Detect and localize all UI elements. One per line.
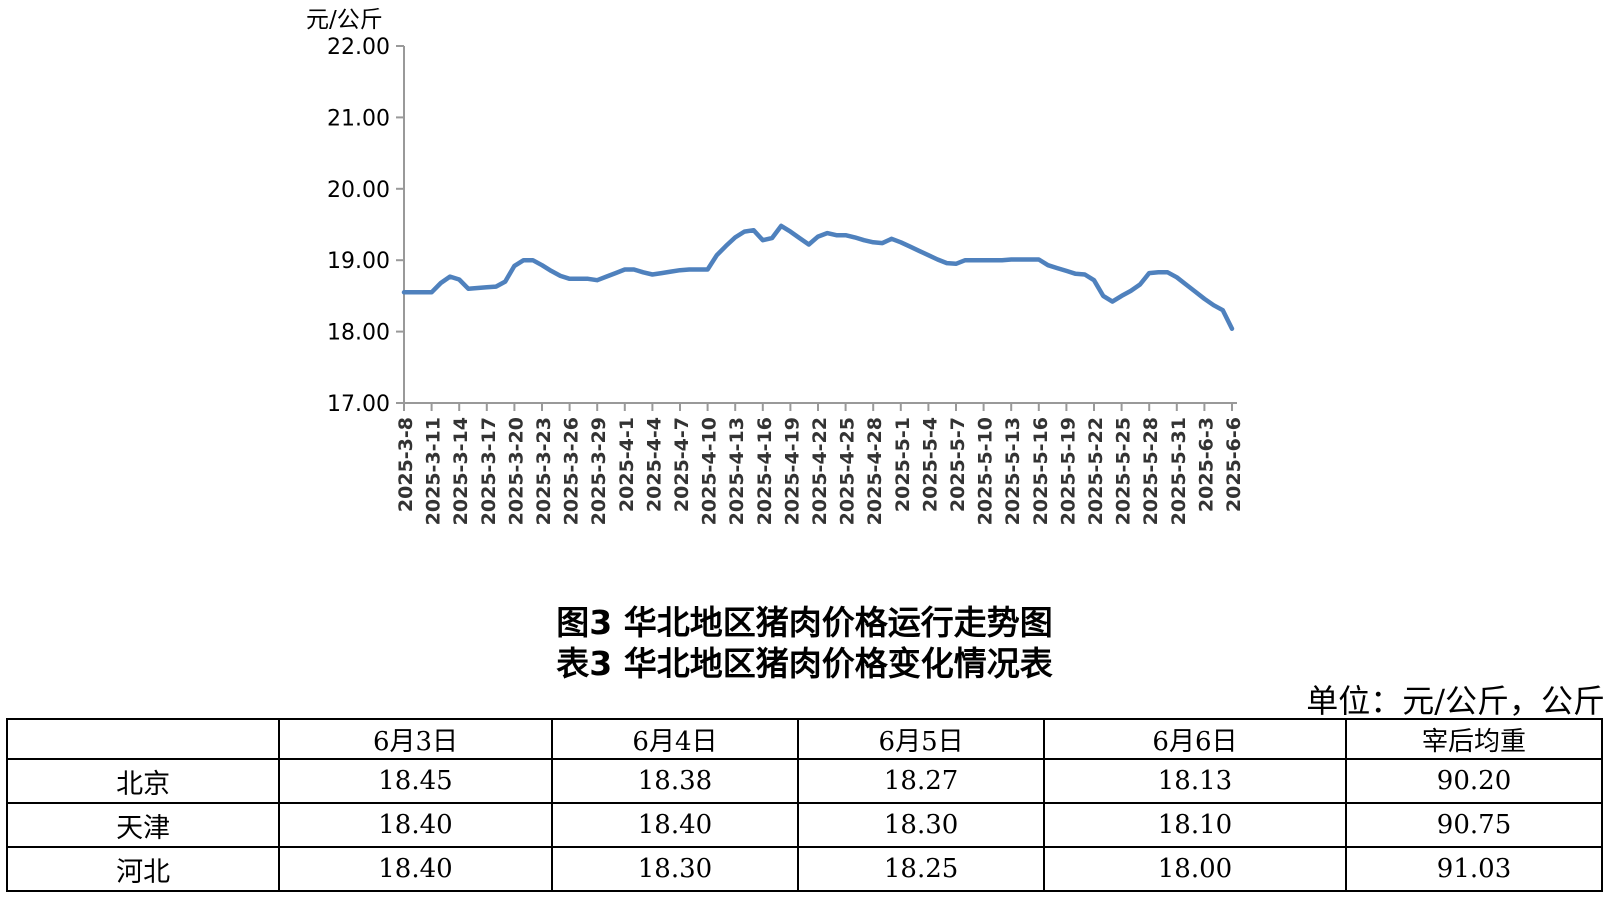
region-cell: 天津: [5, 802, 281, 848]
x-tick-label: 2025-5-4: [919, 417, 941, 512]
table-cell: 90.20: [1345, 758, 1603, 804]
series-line-price: [401, 223, 1235, 331]
y-tick-label: 20.00: [327, 178, 390, 203]
region-cell: 北京: [5, 758, 281, 804]
header-cell: 6月5日: [797, 718, 1045, 760]
table-cell: 18.40: [278, 802, 553, 848]
x-tick-label: 2025-5-13: [1002, 417, 1024, 525]
table-cell: 18.30: [797, 802, 1045, 848]
x-tick-label: 2025-6-6: [1223, 417, 1245, 512]
table-cell: 18.25: [797, 846, 1045, 892]
x-tick-label: 2025-3-29: [588, 417, 610, 525]
y-tick-label: 21.00: [327, 106, 390, 131]
x-tick-label: 2025-3-23: [533, 417, 555, 525]
table-header-row: 6月3日 6月4日 6月5日 6月6日 宰后均重: [5, 718, 1603, 760]
header-cell: 6月3日: [278, 718, 553, 760]
x-tick-label: 2025-5-28: [1140, 417, 1162, 525]
x-tick-label: 2025-5-7: [947, 417, 969, 512]
table-cell: 18.13: [1042, 758, 1348, 804]
y-tick-label: 18.00: [327, 321, 390, 346]
header-cell: 宰后均重: [1345, 718, 1603, 760]
x-tick-label: 2025-6-3: [1195, 417, 1217, 512]
x-tick-label: 2025-4-13: [726, 417, 748, 525]
table-cell: 18.38: [550, 758, 800, 804]
x-tick-label: 2025-3-14: [450, 417, 472, 525]
y-tick-label: 19.00: [327, 249, 390, 274]
table-row: 北京 18.45 18.38 18.27 18.13 90.20: [5, 758, 1603, 804]
y-tick-label: 17.00: [327, 392, 390, 417]
x-tick-label: 2025-4-4: [643, 417, 665, 512]
figure-caption: 图3 华北地区猪肉价格运行走势图: [556, 603, 1053, 642]
header-cell: 6月4日: [550, 718, 800, 760]
x-tick-label: 2025-4-22: [809, 417, 831, 525]
x-tick-label: 2025-3-8: [395, 417, 417, 512]
x-tick-label: 2025-4-25: [837, 417, 859, 525]
x-tick-label: 2025-4-1: [616, 417, 638, 512]
x-tick-label: 2025-5-1: [892, 417, 914, 512]
x-tick-label: 2025-3-17: [478, 417, 500, 525]
x-tick-label: 2025-5-19: [1057, 417, 1079, 525]
table-cell: 18.45: [278, 758, 553, 804]
x-tick-label: 2025-4-28: [864, 417, 886, 525]
header-cell: [5, 718, 281, 760]
table-cell: 18.40: [278, 846, 553, 892]
x-tick-label: 2025-5-16: [1030, 417, 1052, 525]
x-tick-label: 2025-5-10: [975, 417, 997, 525]
y-tick-label: 22.00: [327, 35, 390, 60]
table-cell: 18.10: [1042, 802, 1348, 848]
x-tick-label: 2025-4-16: [754, 417, 776, 525]
price-trend-chart: 元/公斤 17.00 18.00 19.00 20.00 21.00 22.00 2025…: [306, 7, 1245, 525]
x-tick-label: 2025-5-31: [1168, 417, 1190, 525]
table-row: 天津 18.40 18.40 18.30 18.10 90.75: [5, 802, 1603, 848]
price-table: 6月3日 6月4日 6月5日 6月6日 宰后均重 北京 18.45 18.38 …: [5, 718, 1603, 892]
table-cell: 91.03: [1345, 846, 1603, 892]
table-caption: 表3 华北地区猪肉价格变化情况表: [556, 644, 1053, 683]
table-row: 河北 18.40 18.30 18.25 18.00 91.03: [5, 846, 1603, 892]
x-tick-label: 2025-3-20: [505, 417, 527, 525]
x-tick-label: 2025-4-19: [781, 417, 803, 525]
x-tick-label: 2025-4-7: [671, 417, 693, 512]
table-cell: 90.75: [1345, 802, 1603, 848]
table-cell: 18.00: [1042, 846, 1348, 892]
table-cell: 18.30: [550, 846, 800, 892]
x-tick-label: 2025-4-10: [699, 417, 721, 525]
x-tick-label: 2025-3-26: [561, 417, 583, 525]
unit-note: 单位：元/公斤，公斤: [1306, 682, 1605, 720]
x-tick-label: 2025-5-22: [1085, 417, 1107, 525]
table-cell: 18.27: [797, 758, 1045, 804]
table-cell: 18.40: [550, 802, 800, 848]
x-tick-label: 2025-3-11: [423, 417, 445, 525]
y-axis-unit-label: 元/公斤: [306, 7, 383, 33]
region-cell: 河北: [5, 846, 281, 892]
header-cell: 6月6日: [1042, 718, 1348, 760]
x-tick-label: 2025-5-25: [1113, 417, 1135, 525]
